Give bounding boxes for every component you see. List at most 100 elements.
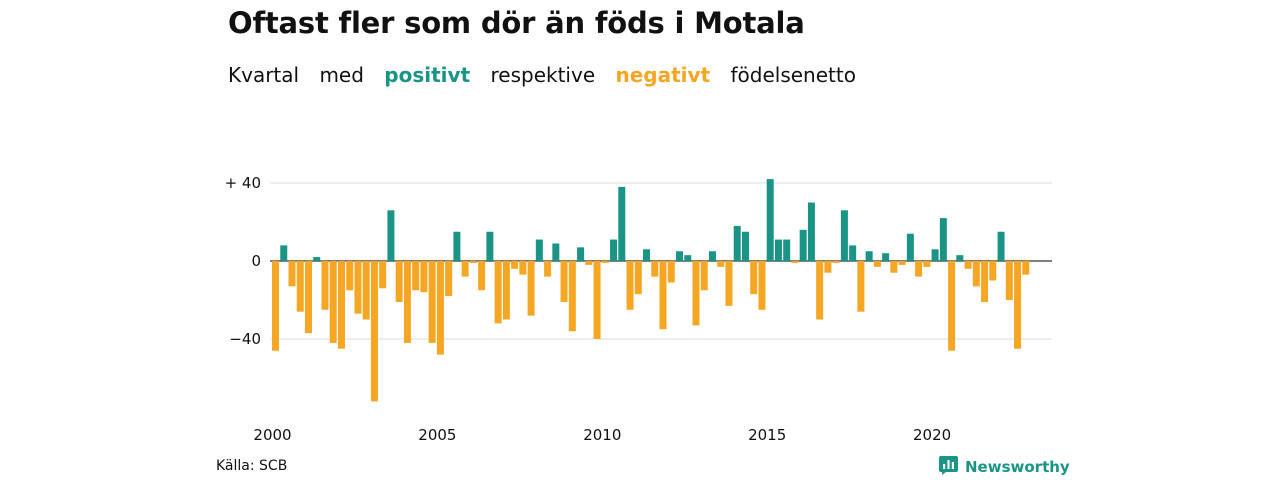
bar-negative <box>989 261 997 281</box>
bar-positive <box>280 245 288 261</box>
bar-negative <box>494 261 502 324</box>
bar-positive <box>552 243 560 261</box>
bar-negative <box>750 261 758 295</box>
bar-negative <box>511 261 519 269</box>
bar-negative <box>412 261 420 291</box>
bar-negative <box>346 261 354 291</box>
bar-positive <box>610 239 618 261</box>
bar-positive <box>956 255 964 261</box>
bar-negative <box>791 261 799 263</box>
bar-positive <box>849 245 857 261</box>
bar-negative <box>964 261 972 269</box>
y-tick-label: 0 <box>251 252 261 270</box>
bar-negative <box>527 261 535 316</box>
y-tick-label: −40 <box>229 330 261 348</box>
bar-positive <box>997 231 1005 261</box>
bar-negative <box>272 261 279 351</box>
bar-negative <box>667 261 675 283</box>
bar-positive <box>882 253 890 261</box>
bar-negative <box>832 261 840 263</box>
bar-negative <box>890 261 898 273</box>
newsworthy-logo-icon <box>938 455 959 480</box>
bar-negative <box>717 261 725 267</box>
bar-negative <box>519 261 527 275</box>
bar-negative <box>725 261 733 306</box>
bar-negative <box>354 261 362 314</box>
bar-negative <box>659 261 667 330</box>
bar-positive <box>708 251 716 261</box>
bar-negative <box>379 261 387 289</box>
brand-logo: Newsworthy <box>938 455 1070 480</box>
subtitle-text-fodelsenetto: födelsenetto <box>730 63 856 87</box>
bar-negative <box>593 261 601 339</box>
bar-negative <box>544 261 552 277</box>
bar-positive <box>774 239 782 261</box>
y-tick-label: + 40 <box>225 174 261 192</box>
bar-negative <box>898 261 906 265</box>
x-tick-label: 2020 <box>913 426 951 444</box>
subtitle-text-kvartal: Kvartal <box>228 63 300 87</box>
bar-positive <box>931 249 939 261</box>
bar-negative <box>461 261 469 277</box>
subtitle-text-med: med <box>319 63 364 87</box>
bar-negative <box>1014 261 1022 349</box>
bar-negative <box>304 261 312 334</box>
bar-negative <box>857 261 865 312</box>
bar-negative <box>700 261 708 291</box>
bar-negative <box>395 261 403 302</box>
chart-title: Oftast fler som dör än föds i Motala <box>228 6 805 40</box>
bar-negative <box>626 261 634 310</box>
bar-negative <box>502 261 510 320</box>
bar-positive <box>453 231 461 261</box>
source-label: Källa: SCB <box>216 458 288 474</box>
bar-positive <box>783 239 791 261</box>
bar-positive <box>313 257 321 261</box>
bar-positive <box>684 255 692 261</box>
bar-positive <box>387 210 395 261</box>
bar-negative <box>568 261 576 332</box>
x-tick-label: 2015 <box>748 426 786 444</box>
bar-positive <box>766 179 774 261</box>
bar-negative <box>981 261 989 302</box>
bar-negative <box>692 261 700 326</box>
bar-negative <box>370 261 378 402</box>
bar-negative <box>329 261 337 343</box>
bar-negative <box>651 261 659 277</box>
bar-negative <box>758 261 766 310</box>
bar-positive <box>906 233 914 261</box>
bar-positive <box>535 239 543 261</box>
x-tick-label: 2000 <box>253 426 291 444</box>
bar-negative <box>634 261 642 295</box>
bar-positive <box>807 202 815 261</box>
subtitle-positive-label: positivt <box>384 63 471 87</box>
bar-negative <box>824 261 832 273</box>
bar-negative <box>915 261 923 277</box>
bar-negative <box>923 261 931 267</box>
bar-positive <box>741 231 749 261</box>
brand-name: Newsworthy <box>965 458 1070 476</box>
bar-negative <box>288 261 296 287</box>
bar-negative <box>420 261 428 293</box>
chart-subtitle: Kvartal med positivt respektive negativt… <box>228 63 870 87</box>
bar-negative <box>972 261 980 287</box>
bar-negative <box>478 261 486 291</box>
bar-positive <box>865 251 873 261</box>
bar-negative <box>601 261 609 263</box>
bar-negative <box>321 261 329 310</box>
bar-positive <box>618 186 626 261</box>
bar-negative <box>948 261 956 351</box>
bar-positive <box>733 225 741 261</box>
bar-negative <box>436 261 444 355</box>
bar-positive <box>799 229 807 261</box>
bar-negative <box>296 261 304 312</box>
bar-negative <box>1022 261 1030 275</box>
x-tick-label: 2005 <box>418 426 456 444</box>
bar-positive <box>577 247 585 261</box>
bar-negative <box>1005 261 1013 300</box>
bar-positive <box>939 218 947 261</box>
bar-positive <box>840 210 848 261</box>
subtitle-text-respektive: respektive <box>490 63 596 87</box>
bar-negative <box>469 261 477 263</box>
bar-negative <box>362 261 370 320</box>
